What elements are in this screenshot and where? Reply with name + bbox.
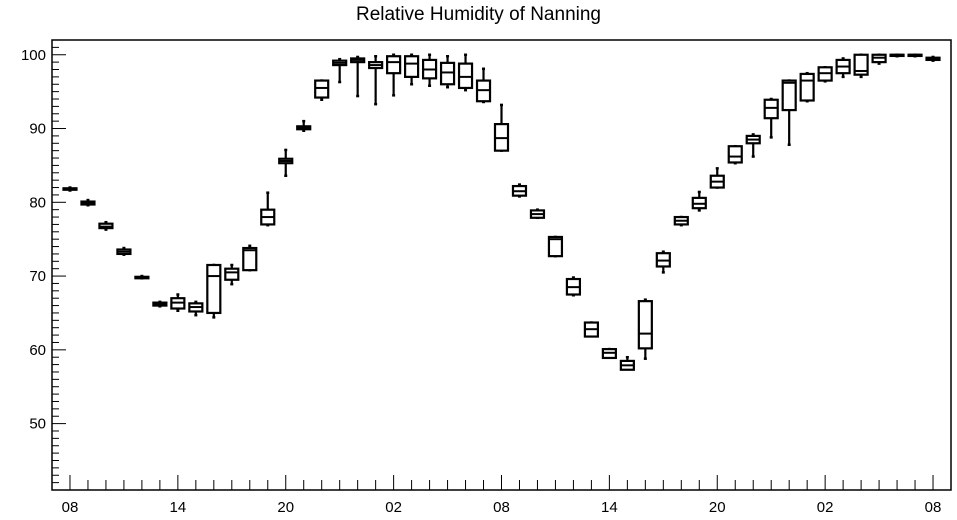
box-48	[925, 55, 941, 62]
box-12	[278, 148, 294, 177]
box-body	[637, 300, 653, 350]
box-41	[799, 71, 815, 103]
chart-title: Relative Humidity of Nanning	[355, 4, 601, 25]
box-16	[350, 55, 366, 98]
x-axis: 08 14 20 02 08 14 20 02 08	[62, 475, 942, 516]
box-40	[781, 79, 797, 147]
box-body	[206, 263, 222, 315]
box-30	[601, 347, 617, 360]
box-33	[655, 250, 671, 274]
box-6	[170, 293, 186, 312]
x-tick-label: 02	[385, 499, 402, 516]
box-body	[242, 246, 258, 272]
x-tick-label: 20	[277, 499, 294, 516]
box-34	[673, 215, 689, 227]
box-5	[152, 300, 168, 308]
box-body	[547, 235, 564, 258]
box-35	[691, 190, 707, 212]
box-7	[188, 300, 204, 317]
box-21	[439, 54, 456, 89]
box-47	[907, 53, 923, 58]
box-32	[637, 298, 653, 360]
box-37	[727, 144, 743, 165]
x-tick-label: 14	[170, 499, 187, 516]
y-tick-label: 80	[29, 194, 46, 211]
box-23	[475, 67, 492, 104]
y-tick-label: 70	[29, 268, 46, 285]
box-series	[62, 53, 941, 371]
box-1	[80, 198, 96, 207]
box-0	[62, 186, 78, 192]
y-tick-label: 90	[29, 121, 46, 138]
y-tick-label: 50	[29, 416, 46, 433]
box-29	[583, 321, 600, 338]
box-38	[745, 133, 761, 158]
box-19	[404, 53, 420, 86]
x-tick-label: 14	[601, 499, 618, 516]
box-26	[529, 208, 546, 220]
x-tick-label: 02	[817, 499, 834, 516]
x-tick-label: 08	[493, 499, 510, 516]
box-20	[421, 53, 438, 87]
box-43	[835, 57, 851, 79]
box-46	[889, 53, 905, 58]
box-3	[116, 246, 132, 256]
box-44	[853, 53, 869, 79]
box-body	[853, 53, 869, 76]
box-body	[799, 72, 815, 102]
x-tick-label: 20	[709, 499, 726, 516]
plot-frame	[51, 39, 952, 491]
box-39	[763, 97, 779, 139]
box-31	[619, 355, 635, 371]
box-body	[727, 145, 743, 164]
box-body	[386, 55, 402, 75]
box-25	[511, 183, 528, 198]
box-42	[817, 66, 833, 83]
box-4	[134, 274, 150, 280]
box-8	[206, 263, 222, 319]
box-body	[457, 62, 474, 90]
box-22	[457, 53, 474, 92]
box-9	[224, 263, 240, 286]
y-tick-label: 100	[21, 47, 46, 64]
y-axis: 50 60 70 80 90 100	[21, 39, 66, 491]
box-27	[547, 235, 564, 258]
box-18	[386, 53, 402, 97]
x-tick-label: 08	[925, 499, 942, 516]
box-body	[224, 267, 240, 281]
box-24	[493, 103, 510, 152]
box-body	[314, 79, 330, 99]
y-tick-label: 60	[29, 342, 46, 359]
box-body	[781, 79, 797, 112]
box-45	[871, 53, 887, 65]
box-17	[368, 54, 384, 106]
box-28	[565, 276, 582, 297]
box-15	[332, 57, 348, 84]
box-body	[763, 98, 779, 120]
box-body	[439, 61, 456, 86]
box-13	[296, 119, 312, 132]
box-2	[98, 220, 114, 231]
box-10	[242, 244, 258, 272]
x-tick-label: 08	[62, 499, 79, 516]
box-body	[404, 55, 420, 78]
box-36	[709, 167, 725, 189]
box-14	[314, 79, 330, 102]
box-11	[260, 191, 276, 227]
